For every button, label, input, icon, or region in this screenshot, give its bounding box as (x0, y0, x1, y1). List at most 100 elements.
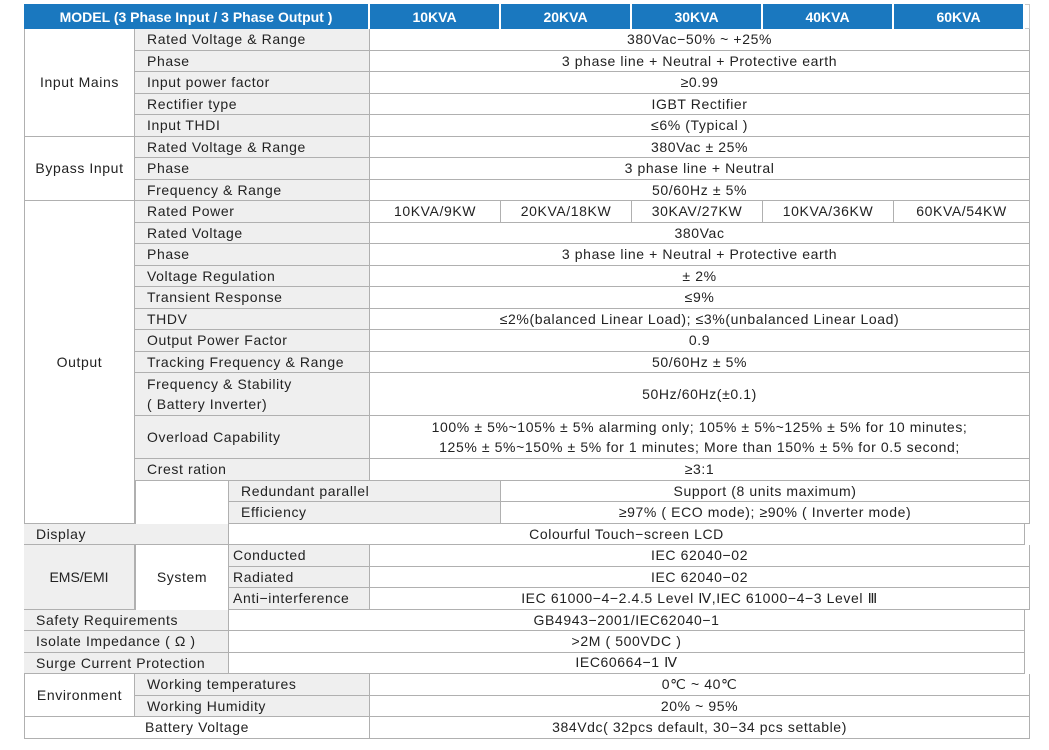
table-row: Safety Requirements GB4943−2001/IEC62040… (24, 609, 1030, 631)
row-value: Colourful Touch−screen LCD (229, 523, 1026, 545)
table-row: System Redundant parallel Support (8 uni… (24, 480, 1031, 674)
row-value: 3 phase line + Neutral + Protective eart… (370, 50, 1031, 72)
rated-power-20kva: 20KVA/18KW (501, 201, 633, 223)
row-label: Working temperatures (135, 674, 371, 696)
row-value: GB4943−2001/IEC62040−1 (229, 609, 1026, 631)
model-20kva-header: 20KVA (501, 4, 633, 29)
row-value: 100% ± 5%~105% ± 5% alarming only; 105% … (370, 416, 1031, 459)
table-row: Battery Voltage 384Vdc( 32pcs default, 3… (24, 717, 1031, 739)
row-value: ≤9% (370, 287, 1031, 309)
row-value: 50/60Hz ± 5% (370, 179, 1031, 201)
row-value: 380Vac (370, 222, 1031, 244)
row-label: Conducted (229, 545, 371, 567)
row-value: 0℃ ~ 40℃ (370, 674, 1031, 696)
category-output: Output (24, 201, 135, 524)
row-value: IEC60664−1 Ⅳ (229, 652, 1026, 674)
row-value: Support (8 units maximum) (501, 480, 1031, 502)
table-row: Efficiency ≥97% ( ECO mode); ≥90% ( Inve… (24, 502, 1031, 524)
table-row: Input THDI ≤6% (Typical ) (24, 115, 1031, 137)
table-row: Bypass Input Rated Voltage & Range 380Va… (24, 136, 1031, 201)
freq-stability-label-line2: ( Battery Inverter) (147, 396, 268, 412)
overload-value-line1: 100% ± 5%~105% ± 5% alarming only; 105% … (431, 419, 968, 435)
table-row: THDV ≤2%(balanced Linear Load); ≤3%(unba… (24, 308, 1031, 330)
row-value: 50/60Hz ± 5% (370, 351, 1031, 373)
row-value: IEC 61000−4−2.4.5 Level Ⅳ,IEC 61000−4−3 … (370, 588, 1031, 610)
row-value: ≥0.99 (370, 72, 1031, 94)
model-10kva-header: 10KVA (370, 4, 502, 29)
table-row: Anti−interference IEC 61000−4−2.4.5 Leve… (24, 588, 1031, 610)
emc-label: EMS/EMI (24, 545, 135, 610)
row-value: 380Vac ± 25% (370, 136, 1031, 158)
row-value: ≤6% (Typical ) (370, 115, 1031, 137)
row-value: >2M ( 500VDC ) (229, 631, 1026, 653)
row-label: Frequency & Range (135, 179, 371, 201)
battery-voltage-label: Battery Voltage (24, 717, 371, 739)
row-label: Rated Voltage (135, 222, 371, 244)
row-value: 3 phase line + Neutral + Protective eart… (370, 244, 1031, 266)
row-value: IEC 62040−02 (370, 545, 1031, 567)
table-row: Frequency & Stability ( Battery Inverter… (24, 373, 1031, 416)
row-label: Overload Capability (135, 416, 371, 459)
row-value: ≤2%(balanced Linear Load); ≤3%(unbalance… (370, 308, 1031, 330)
row-value: 3 phase line + Neutral (370, 158, 1031, 180)
table-row: Output Power Factor 0.9 (24, 330, 1031, 352)
rated-power-40kva: 10KVA/36KW (763, 201, 895, 223)
row-label: Phase (135, 244, 371, 266)
battery-voltage-value: 384Vdc( 32pcs default, 30−34 pcs settabl… (370, 717, 1031, 739)
category-bypass-input: Bypass Input (24, 136, 135, 201)
table-row: Transient Response ≤9% (24, 287, 1031, 309)
table-row: Environment Working temperatures 0℃ ~ 40… (24, 674, 1031, 717)
table-row: Output Rated Power 10KVA/9KW 20KVA/18KW … (24, 201, 1031, 524)
row-label: THDV (135, 308, 371, 330)
table-row: Display Colourful Touch−screen LCD (24, 523, 1030, 545)
row-label: Input THDI (135, 115, 371, 137)
row-label: Efficiency (229, 502, 502, 524)
row-label: Rectifier type (135, 93, 371, 115)
table-row: Crest ration ≥3:1 (24, 459, 1031, 481)
row-label: Isolate Impedance ( Ω ) (24, 631, 229, 653)
table-row: Rectifier type IGBT Rectifier (24, 93, 1031, 115)
model-40kva-header: 40KVA (763, 4, 895, 29)
header-spacer (1025, 4, 1031, 29)
row-value: 20% ~ 95% (370, 695, 1031, 717)
overload-value-line2: 125% ± 5%~150% ± 5% for 1 minutes; More … (439, 439, 960, 455)
row-label: Working Humidity (135, 695, 371, 717)
ups-spec-table: MODEL (3 Phase Input / 3 Phase Output ) … (24, 4, 1031, 739)
table-row: Radiated IEC 62040−02 (24, 566, 1031, 588)
row-label: Voltage Regulation (135, 265, 371, 287)
row-label: Crest ration (135, 459, 371, 481)
row-label: Phase (135, 50, 371, 72)
row-label: Redundant parallel (229, 480, 502, 502)
table-row: Frequency & Range 50/60Hz ± 5% (24, 179, 1031, 201)
category-environment: Environment (24, 674, 135, 717)
freq-stability-label-line1: Frequency & Stability (147, 376, 292, 392)
row-value: ± 2% (370, 265, 1031, 287)
row-label: Tracking Frequency & Range (135, 351, 371, 373)
row-label: Radiated (229, 566, 371, 588)
row-value: 0.9 (370, 330, 1031, 352)
header-row: MODEL (3 Phase Input / 3 Phase Output ) … (24, 4, 1031, 29)
row-label: Input power factor (135, 72, 371, 94)
rated-power-60kva: 60KVA/54KW (894, 201, 1031, 223)
row-label: Display (24, 523, 229, 545)
row-label: Transient Response (135, 287, 371, 309)
table-row: Phase 3 phase line + Neutral + Protectiv… (24, 50, 1031, 72)
model-60kva-header: 60KVA (894, 4, 1026, 29)
row-label: Output Power Factor (135, 330, 371, 352)
row-label: Frequency & Stability ( Battery Inverter… (135, 373, 371, 416)
row-label: Rated Voltage & Range (135, 136, 371, 158)
model-30kva-header: 30KVA (632, 4, 764, 29)
model-header: MODEL (3 Phase Input / 3 Phase Output ) (24, 4, 371, 29)
row-value: 50Hz/60Hz(±0.1) (370, 373, 1031, 416)
rated-power-10kva: 10KVA/9KW (370, 201, 502, 223)
row-value: IEC 62040−02 (370, 566, 1031, 588)
table-row: Tracking Frequency & Range 50/60Hz ± 5% (24, 351, 1031, 373)
rated-power-30kva: 30KAV/27KW (632, 201, 764, 223)
row-label: Safety Requirements (24, 609, 229, 631)
table-row: Overload Capability 100% ± 5%~105% ± 5% … (24, 416, 1031, 459)
table-row: Voltage Regulation ± 2% (24, 265, 1031, 287)
table-row: Input power factor ≥0.99 (24, 72, 1031, 94)
table-row: Working Humidity 20% ~ 95% (24, 695, 1031, 717)
row-value: IGBT Rectifier (370, 93, 1031, 115)
table-row: Phase 3 phase line + Neutral (24, 158, 1031, 180)
